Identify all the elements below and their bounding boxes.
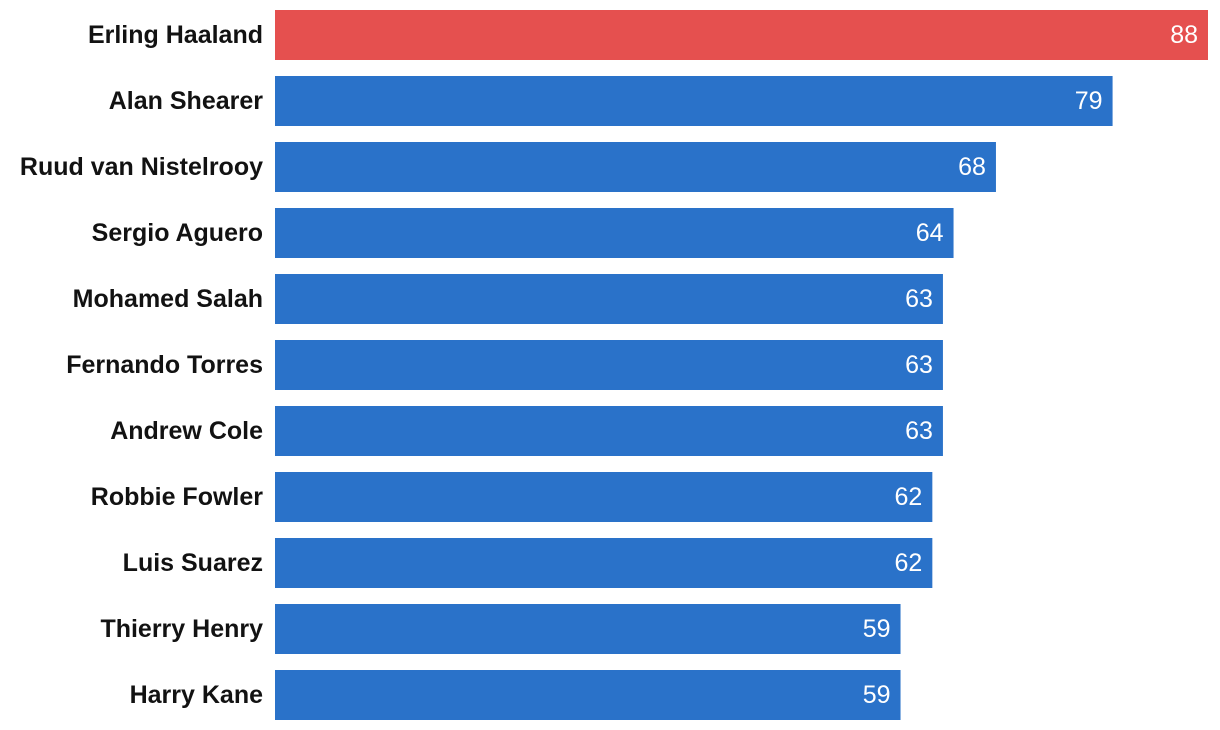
- bar: [275, 406, 943, 456]
- bar: [275, 76, 1113, 126]
- category-label: Thierry Henry: [100, 615, 263, 643]
- bar-row-erling-haaland: Erling Haaland 88: [88, 10, 1208, 60]
- bar-row-thierry-henry: Thierry Henry 59: [100, 604, 901, 654]
- bar-row-robbie-fowler: Robbie Fowler 62: [91, 472, 933, 522]
- value-label: 68: [958, 153, 986, 181]
- category-label: Andrew Cole: [110, 417, 263, 445]
- bar: [275, 142, 996, 192]
- value-label: 62: [895, 549, 923, 577]
- bar-row-mohamed-salah: Mohamed Salah 63: [73, 274, 943, 324]
- value-label: 63: [905, 417, 933, 445]
- value-label: 64: [916, 219, 944, 247]
- bar: [275, 538, 933, 588]
- bar: [275, 472, 933, 522]
- bar: [275, 340, 943, 390]
- value-label: 88: [1170, 21, 1198, 49]
- category-label: Harry Kane: [130, 681, 263, 709]
- bar-row-andrew-cole: Andrew Cole 63: [110, 406, 943, 456]
- bar: [275, 670, 901, 720]
- bar-row-luis-suarez: Luis Suarez 62: [123, 538, 933, 588]
- bar-row-harry-kane: Harry Kane 59: [130, 670, 901, 720]
- category-label: Erling Haaland: [88, 21, 263, 49]
- category-label: Luis Suarez: [123, 549, 263, 577]
- bar-row-alan-shearer: Alan Shearer 79: [109, 76, 1113, 126]
- category-label: Fernando Torres: [66, 351, 263, 379]
- bar: [275, 274, 943, 324]
- value-label: 59: [863, 681, 891, 709]
- category-label: Ruud van Nistelrooy: [20, 153, 263, 181]
- category-label: Alan Shearer: [109, 87, 264, 115]
- bar-row-ruud-van-nistelrooy: Ruud van Nistelrooy 68: [20, 142, 996, 192]
- bars-layer: Erling Haaland 88 Alan Shearer 79 Ruud van N…: [20, 10, 1208, 720]
- bar-row-sergio-aguero: Sergio Aguero 64: [92, 208, 954, 258]
- bar: [275, 208, 954, 258]
- value-label: 63: [905, 351, 933, 379]
- value-label: 59: [863, 615, 891, 643]
- bar: [275, 604, 901, 654]
- bar-row-fernando-torres: Fernando Torres 63: [66, 340, 943, 390]
- value-label: 62: [895, 483, 923, 511]
- value-label: 79: [1075, 87, 1103, 115]
- category-label: Sergio Aguero: [92, 219, 263, 247]
- category-label: Robbie Fowler: [91, 483, 264, 511]
- category-label: Mohamed Salah: [73, 285, 263, 313]
- bar: [275, 10, 1208, 60]
- value-label: 63: [905, 285, 933, 313]
